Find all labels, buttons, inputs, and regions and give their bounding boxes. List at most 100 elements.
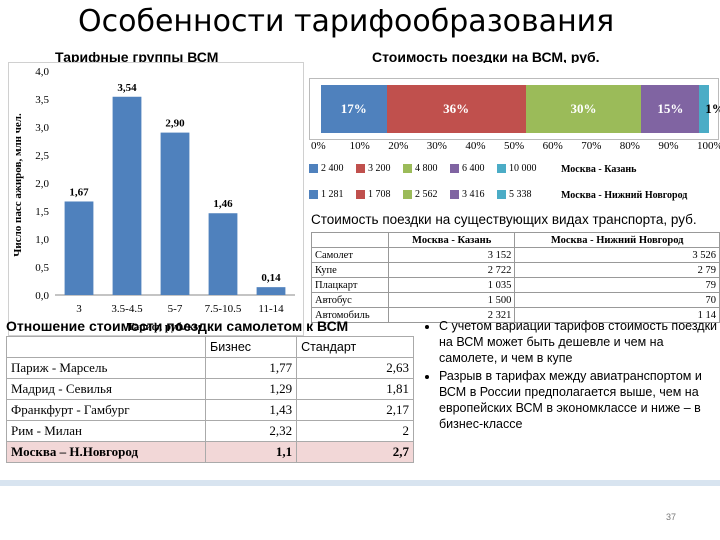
- route-cell: Москва – Н.Новгород: [6, 441, 206, 463]
- price-label: 5 338: [509, 189, 532, 200]
- table-header-cell: Бизнес: [204, 336, 298, 358]
- stacked-segment: 15%: [641, 85, 700, 133]
- x-tick-label: 10%: [349, 140, 370, 152]
- x-tick-label: 20%: [388, 140, 409, 152]
- x-tick-label: 3.5-4.5: [111, 303, 143, 315]
- price-label: 3 416: [462, 189, 485, 200]
- table-row: Самолет 3 152 3 526: [311, 247, 720, 263]
- price-legend-item: 6 400: [450, 163, 497, 174]
- kazan-cost-cell: 2 722: [387, 262, 516, 278]
- mode-cell: Купе: [311, 262, 389, 278]
- table-row: Автобус 1 500 70: [311, 292, 720, 308]
- business-ratio-cell: 1,29: [204, 378, 298, 400]
- nn-cost-cell: 79: [514, 277, 720, 293]
- y-tick-label: 4,0: [35, 66, 49, 78]
- x-tick-label: 5-7: [168, 303, 183, 315]
- x-tick-label: 90%: [658, 140, 679, 152]
- price-legend-item: 4 800: [403, 163, 450, 174]
- price-label: 1 281: [321, 189, 344, 200]
- standard-ratio-cell: 2: [296, 420, 414, 442]
- bar-frame: [309, 78, 719, 140]
- y-tick-label: 1,0: [35, 234, 49, 246]
- table-header-cell: [311, 232, 389, 248]
- standard-ratio-cell: 2,7: [296, 441, 414, 463]
- y-tick-label: 0,0: [35, 290, 49, 302]
- table-header-cell: Стандарт: [296, 336, 414, 358]
- table-header-cell: Москва - Казань: [387, 232, 516, 248]
- route-cell: Мадрид - Севилья: [6, 378, 206, 400]
- legend-swatch: [450, 164, 459, 173]
- y-tick-label: 2,0: [35, 178, 49, 190]
- x-tick-label: 7.5-10.5: [205, 303, 242, 315]
- table-header-row: Москва - Казань Москва - Нижний Новгород: [311, 232, 720, 248]
- x-tick-label: 70%: [581, 140, 602, 152]
- bar: [208, 213, 238, 295]
- price-label: 10 000: [509, 163, 537, 174]
- y-tick-label: 2,5: [35, 150, 49, 162]
- x-tick-label: 60%: [542, 140, 563, 152]
- route-cell: Париж - Марсель: [6, 357, 206, 379]
- transport-table-title: Стоимость поездки на существующих видах …: [311, 212, 697, 227]
- price-legend-item: 2 400: [309, 163, 356, 174]
- bar-data-label: 1,46: [213, 198, 233, 210]
- nn-cost-cell: 70: [514, 292, 720, 308]
- business-ratio-cell: 1,1: [204, 441, 298, 463]
- price-legend-item: 10 000: [497, 163, 544, 174]
- standard-ratio-cell: 1,81: [296, 378, 414, 400]
- x-tick-label: 3: [76, 303, 82, 315]
- x-tick-label: 40%: [465, 140, 486, 152]
- price-legend-item: 1 708: [356, 189, 403, 200]
- standard-ratio-cell: 2,63: [296, 357, 414, 379]
- tariff-groups-chart: Число пасс ажиров, млн чел. Тариф, руб./…: [8, 62, 304, 336]
- price-legend-row: 2 400 3 200 4 800 6 400 10 000: [309, 162, 544, 175]
- slide-title: Особенности тарифообразования: [78, 4, 615, 39]
- bar: [256, 287, 286, 295]
- legend-swatch: [497, 164, 506, 173]
- table-row: Рим - Милан 2,32 2: [6, 420, 414, 442]
- bar-data-label: 1,67: [69, 186, 89, 198]
- x-tick-label: 50%: [504, 140, 525, 152]
- price-legend-item: 3 416: [450, 189, 497, 200]
- legend-swatch: [403, 190, 412, 199]
- bar: [64, 201, 94, 295]
- table-row: Франкфурт - Гамбург 1,43 2,17: [6, 399, 414, 421]
- legend-swatch: [403, 164, 412, 173]
- x-tick-label: 0%: [311, 140, 326, 152]
- stacked-segment: 30%: [525, 85, 642, 133]
- stacked-percent-bar-chart: 17%36%30%15%1%0%10%20%30%40%50%60%70%80%…: [309, 78, 720, 210]
- bar-data-label: 3,54: [117, 82, 137, 94]
- price-legend-item: 3 200: [356, 163, 403, 174]
- mode-cell: Автобус: [311, 292, 389, 308]
- x-tick-label: 30%: [426, 140, 447, 152]
- price-legend-item: 1 281: [309, 189, 356, 200]
- price-legend-item: 5 338: [497, 189, 544, 200]
- table-header-cell: [6, 336, 206, 358]
- y-tick-label: 3,0: [35, 122, 49, 134]
- bar-data-label: 2,90: [165, 118, 185, 130]
- price-label: 2 562: [415, 189, 438, 200]
- legend-swatch: [309, 164, 318, 173]
- legend-swatch: [356, 164, 365, 173]
- table-row: Купе 2 722 2 79: [311, 262, 720, 278]
- y-tick-label: 1,5: [35, 206, 49, 218]
- legend-swatch: [309, 190, 318, 199]
- y-axis-label: Число пасс ажиров, млн чел.: [12, 113, 24, 257]
- conclusions-list: С учетом вариации тарифов стоимость поез…: [425, 318, 720, 434]
- price-label: 4 800: [415, 163, 438, 174]
- route-label: Москва - Нижний Новгород: [561, 190, 688, 201]
- ratio-table: Бизнес Стандарт Париж - Марсель 1,77 2,6…: [6, 336, 414, 463]
- tariff-bar-chart-svg: Число пасс ажиров, млн чел. Тариф, руб./…: [12, 66, 295, 333]
- mode-cell: Самолет: [311, 247, 389, 263]
- nn-cost-cell: 3 526: [514, 247, 720, 263]
- price-label: 1 708: [368, 189, 391, 200]
- nn-cost-cell: 1 14: [514, 307, 720, 323]
- route-cell: Рим - Милан: [6, 420, 206, 442]
- y-tick-label: 3,5: [35, 94, 49, 106]
- legend-swatch: [450, 190, 459, 199]
- ratio-table-title: Отношение стоимости поездки самолетом к …: [6, 318, 349, 334]
- table-row: Плацкарт 1 035 79: [311, 277, 720, 293]
- price-label: 2 400: [321, 163, 344, 174]
- table-row-highlighted: Москва – Н.Новгород 1,1 2,7: [6, 441, 414, 463]
- table-header-cell: Москва - Нижний Новгород: [514, 232, 720, 248]
- price-legend-row: 1 281 1 708 2 562 3 416 5 338: [309, 188, 544, 201]
